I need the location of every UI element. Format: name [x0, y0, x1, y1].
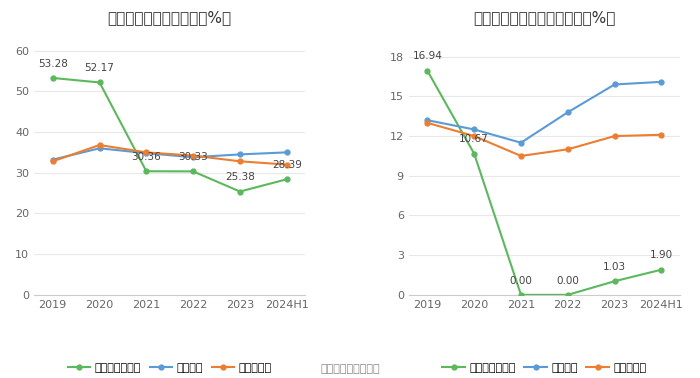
行业均值 [564, 110, 572, 115]
Text: 1.90: 1.90 [650, 251, 673, 260]
公司资产负债率 [95, 80, 104, 85]
Text: 0.00: 0.00 [510, 276, 533, 286]
有息资产负债率 [564, 293, 572, 297]
Title: 近年来资产负债率情况（%）: 近年来资产负债率情况（%） [108, 10, 232, 25]
Line: 公司资产负债率: 公司资产负债率 [50, 76, 289, 194]
Legend: 公司资产负债率, 行业均值, 行业中位数: 公司资产负债率, 行业均值, 行业中位数 [64, 359, 276, 378]
行业中位数 [470, 134, 478, 138]
行业中位数 [142, 150, 150, 155]
行业均值 [95, 146, 104, 150]
行业均值 [189, 155, 197, 160]
公司资产负债率 [189, 169, 197, 174]
行业中位数 [564, 147, 572, 152]
Line: 有息资产负债率: 有息资产负债率 [425, 68, 664, 297]
有息资产负债率 [517, 293, 525, 297]
Text: 1.03: 1.03 [603, 262, 627, 272]
Text: 52.17: 52.17 [85, 63, 115, 73]
Line: 行业均值: 行业均值 [425, 79, 664, 145]
行业中位数 [48, 159, 57, 164]
Text: 30.33: 30.33 [178, 152, 208, 162]
Title: 近年来有息资产负债率情况（%）: 近年来有息资产负债率情况（%） [473, 10, 615, 25]
行业中位数 [95, 143, 104, 147]
Text: 25.38: 25.38 [225, 172, 255, 182]
有息资产负债率 [470, 152, 478, 156]
Text: 10.67: 10.67 [459, 135, 489, 144]
行业均值 [283, 150, 291, 155]
行业均值 [657, 80, 666, 84]
有息资产负债率 [657, 268, 666, 272]
行业均值 [470, 127, 478, 132]
Text: 53.28: 53.28 [38, 59, 68, 69]
Text: 28.39: 28.39 [272, 160, 302, 170]
公司资产负债率 [48, 76, 57, 80]
Legend: 有息资产负债率, 行业均值, 行业中位数: 有息资产负债率, 行业均值, 行业中位数 [438, 359, 651, 378]
行业均值 [48, 157, 57, 162]
Line: 行业中位数: 行业中位数 [425, 121, 664, 158]
行业中位数 [657, 132, 666, 137]
公司资产负债率 [142, 169, 150, 174]
行业中位数 [236, 159, 244, 164]
Text: 数据来源：恒生聚源: 数据来源：恒生聚源 [320, 364, 380, 374]
行业均值 [424, 118, 432, 122]
Text: 30.36: 30.36 [132, 152, 161, 162]
公司资产负债率 [283, 177, 291, 181]
行业均值 [142, 151, 150, 155]
公司资产负债率 [236, 189, 244, 194]
Text: 0.00: 0.00 [556, 276, 579, 286]
行业均值 [517, 140, 525, 145]
Line: 行业均值: 行业均值 [50, 146, 289, 162]
行业中位数 [517, 153, 525, 158]
行业中位数 [189, 153, 197, 158]
行业中位数 [283, 162, 291, 167]
有息资产负债率 [610, 279, 619, 284]
行业均值 [610, 82, 619, 87]
行业中位数 [424, 121, 432, 125]
Text: 16.94: 16.94 [412, 51, 442, 62]
Line: 行业中位数: 行业中位数 [50, 143, 289, 167]
行业均值 [236, 152, 244, 156]
有息资产负债率 [424, 68, 432, 73]
行业中位数 [610, 134, 619, 138]
